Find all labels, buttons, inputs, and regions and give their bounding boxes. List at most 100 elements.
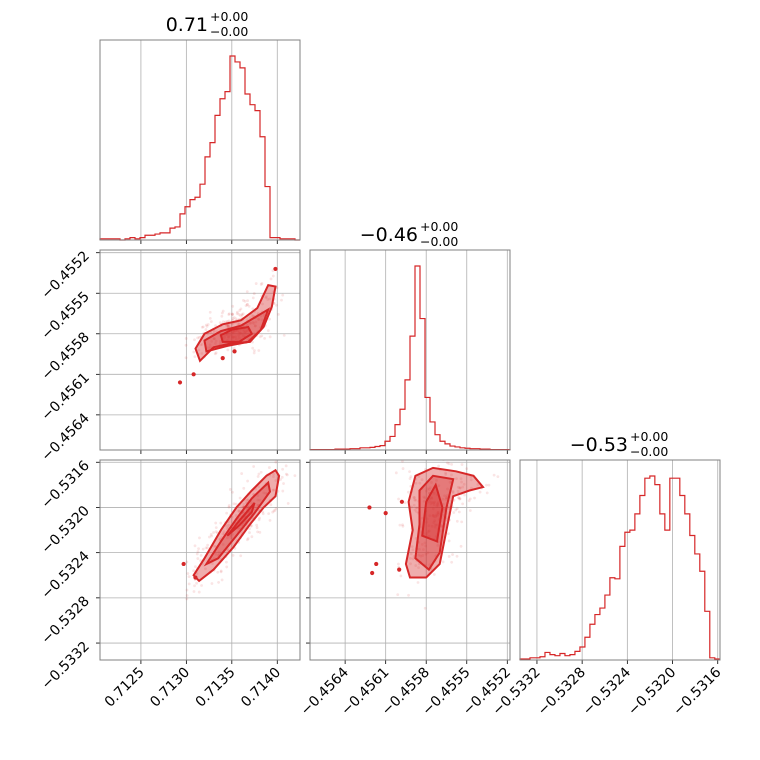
sample-point: [258, 498, 262, 502]
sample-point: [284, 472, 288, 476]
sample-point: [432, 515, 436, 519]
panel-frame: [99, 249, 301, 451]
sample-point: [231, 336, 235, 340]
sample-point: [253, 324, 257, 328]
sample-point: [454, 508, 458, 512]
sample-point: [427, 534, 431, 538]
sample-point: [435, 478, 438, 482]
sample-point: [417, 553, 421, 557]
sample-point: [277, 312, 280, 316]
sample-point: [249, 321, 253, 325]
sample-point: [258, 530, 262, 534]
sample-point: [282, 482, 285, 485]
sample-point: [423, 606, 427, 610]
sample-point: [399, 574, 403, 578]
sample-point: [231, 331, 235, 335]
sample-point: [232, 346, 236, 350]
sample-point: [248, 531, 251, 534]
sample-point: [436, 544, 440, 547]
sample-point: [401, 460, 404, 463]
sample-point: [226, 536, 229, 540]
sample-point: [231, 335, 235, 339]
sample-point: [272, 488, 276, 492]
sample-point: [253, 349, 256, 352]
sample-point: [468, 497, 472, 501]
x-tick-label: −0.5316: [670, 664, 724, 718]
sample-point: [280, 475, 284, 479]
sample-point: [417, 475, 421, 478]
outlier-point: [181, 561, 186, 567]
sample-point: [459, 544, 463, 548]
sample-point: [261, 510, 265, 514]
sample-point: [232, 502, 236, 506]
sample-point: [432, 521, 436, 524]
sample-point: [245, 303, 249, 307]
sample-point: [455, 554, 459, 558]
outlier-point: [374, 561, 379, 567]
sample-point: [441, 497, 445, 501]
title-value: −0.46: [360, 224, 418, 246]
sample-point: [204, 546, 208, 550]
histogram-1: [309, 265, 511, 451]
sample-point: [444, 473, 448, 476]
title-plus-error: +0.00: [210, 9, 248, 24]
sample-point: [268, 297, 272, 301]
sample-point: [208, 535, 211, 539]
sample-point: [236, 310, 239, 314]
sample-point: [254, 320, 258, 324]
sample-point: [236, 329, 239, 333]
sample-point: [257, 485, 261, 489]
sample-point: [430, 481, 433, 484]
sample-point: [229, 536, 233, 540]
sample-point: [245, 507, 248, 511]
sample-point: [222, 530, 226, 534]
sample-point: [401, 467, 405, 470]
sample-point: [227, 504, 231, 507]
sample-point: [237, 330, 241, 334]
sample-point: [409, 562, 412, 566]
sample-point: [248, 527, 251, 531]
sample-point: [214, 530, 218, 534]
sample-point: [255, 523, 259, 527]
sample-point: [412, 456, 415, 459]
sample-point: [184, 356, 188, 360]
sample-point: [204, 323, 208, 327]
sample-point: [231, 304, 235, 308]
x-tick-label: −0.5328: [535, 665, 589, 719]
sample-point: [227, 319, 231, 323]
sample-point: [231, 532, 234, 536]
sample-point: [462, 482, 466, 486]
samples: [367, 456, 500, 610]
sample-point: [204, 567, 207, 571]
sample-point: [431, 513, 435, 517]
sample-point: [429, 502, 433, 506]
sample-point: [273, 508, 277, 512]
sample-point: [432, 501, 435, 505]
sample-point: [258, 516, 261, 520]
sample-point: [469, 478, 473, 482]
title-value: 0.71: [166, 14, 208, 36]
sample-point: [416, 506, 419, 510]
sample-point: [230, 312, 234, 316]
y-tick-label: −0.5328: [39, 593, 93, 647]
sample-point: [242, 486, 246, 490]
sample-point: [267, 466, 271, 469]
title-minus-error: −0.00: [210, 24, 248, 39]
sample-point: [227, 335, 230, 338]
sample-point: [201, 547, 205, 551]
sample-point: [250, 501, 253, 505]
sample-point: [434, 513, 438, 517]
sample-point: [239, 332, 243, 335]
sample-point: [282, 333, 286, 337]
sample-point: [238, 496, 242, 500]
x-tick-label: 0.7135: [193, 665, 239, 711]
sample-point: [226, 523, 230, 527]
sample-point: [213, 352, 217, 356]
samples: [181, 441, 297, 601]
sample-point: [227, 313, 231, 316]
sample-point: [458, 486, 462, 490]
sample-point: [416, 581, 420, 584]
sample-point: [397, 497, 400, 501]
sample-point: [210, 534, 214, 538]
sample-point: [274, 441, 277, 444]
